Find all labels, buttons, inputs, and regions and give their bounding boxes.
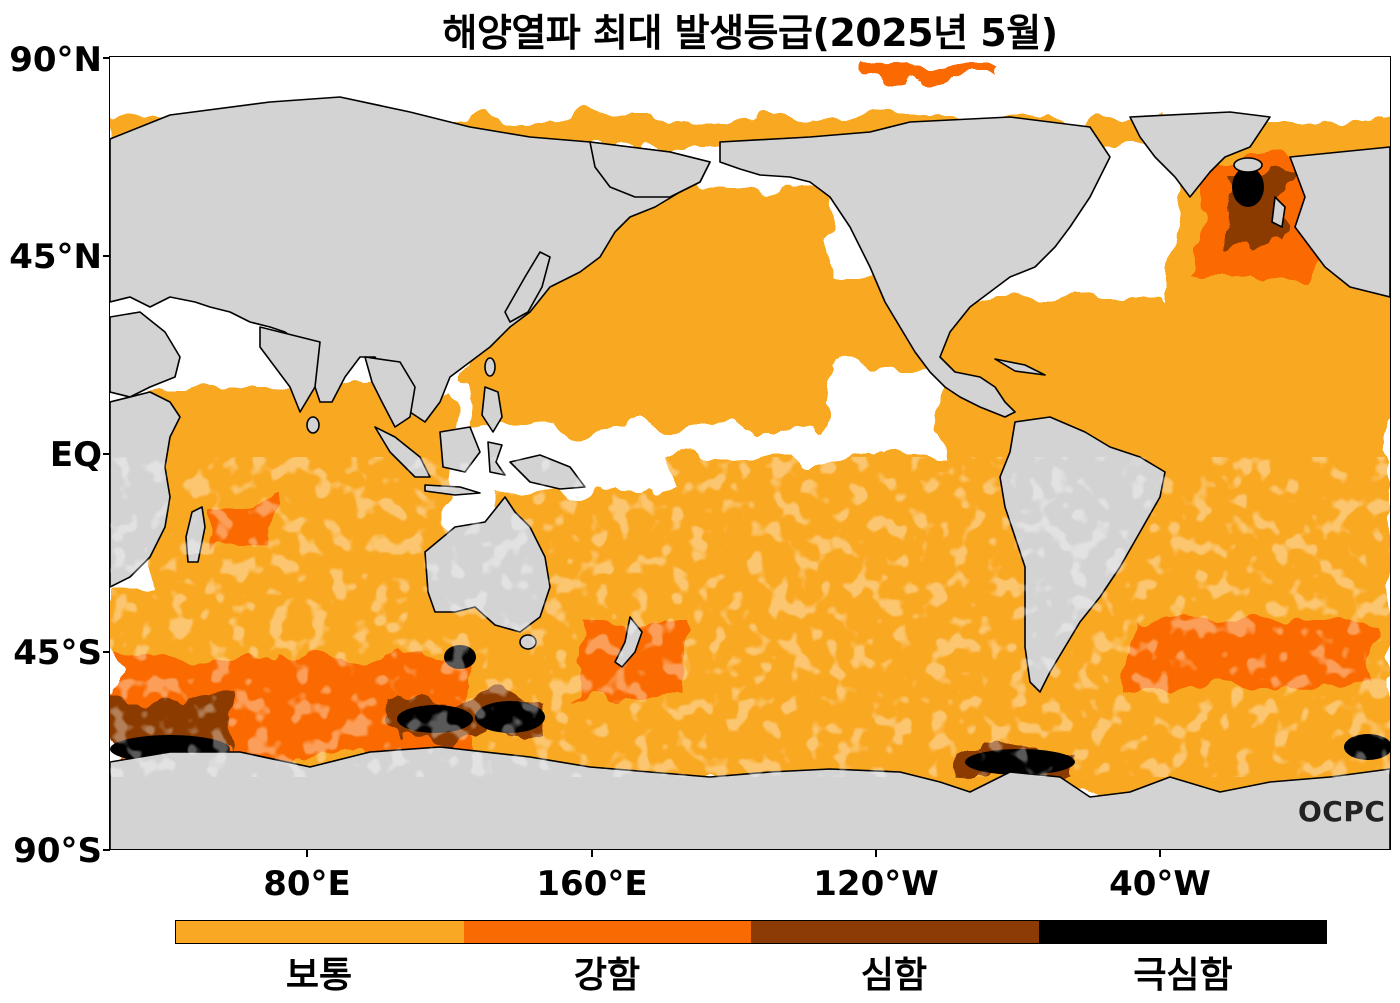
map-area (110, 57, 1390, 850)
landmass-srilanka (306, 416, 320, 434)
map-title: 해양열파 최대 발생등급(2025년 5월) (442, 11, 1058, 55)
landmass-cuba (994, 358, 1046, 376)
landmass-india (259, 326, 321, 413)
colorbar (175, 920, 1327, 944)
lat-tick (103, 651, 110, 653)
lat-tick (103, 849, 110, 851)
lon-tick (875, 850, 877, 857)
lat-tick (103, 453, 110, 455)
lon-tick (591, 850, 593, 857)
colorbar-segment-severe (751, 921, 1039, 943)
colorbar-segment-moderate (176, 921, 464, 943)
colorbar-segment-extreme (1038, 921, 1326, 943)
legend-label-severe: 심함 (860, 955, 928, 996)
lat-label-90s: 90°S (13, 831, 102, 871)
lat-tick (103, 255, 110, 257)
landmass-japan (504, 251, 551, 323)
landmass-iceland (1233, 157, 1263, 173)
lon-label-120w: 120°W (813, 864, 939, 904)
lat-label-eq: EQ (49, 435, 102, 475)
lat-tick (103, 57, 110, 59)
landmass-europe (1289, 146, 1390, 298)
lon-tick (306, 850, 308, 857)
lon-label-40w: 40°W (1109, 864, 1211, 904)
map-canvas (110, 57, 1390, 850)
landmass-uk (1271, 196, 1286, 228)
landmass-greenland (1129, 111, 1271, 198)
legend-label-strong: 강함 (573, 955, 641, 996)
landmass-indochina (364, 356, 416, 428)
landmass-taiwan (484, 357, 496, 377)
landmass-philippines (481, 386, 503, 433)
ocpc-logo: OCPC (1298, 795, 1386, 828)
landmass-arabia (110, 311, 181, 398)
lon-label-80e: 80°E (263, 864, 351, 904)
lon-label-160e: 160°E (536, 864, 648, 904)
lat-label-45s: 45°S (13, 633, 102, 673)
legend-label-extreme: 극심함 (1133, 955, 1233, 996)
colorbar-segment-strong (463, 921, 751, 943)
lat-label-45n: 45°N (9, 237, 102, 277)
legend-label-moderate: 보통 (285, 955, 353, 996)
lat-label-90n: 90°N (9, 40, 102, 80)
landmass-kamchatka (589, 141, 711, 198)
landmass-north-america (719, 116, 1111, 418)
lon-tick (1159, 850, 1161, 857)
